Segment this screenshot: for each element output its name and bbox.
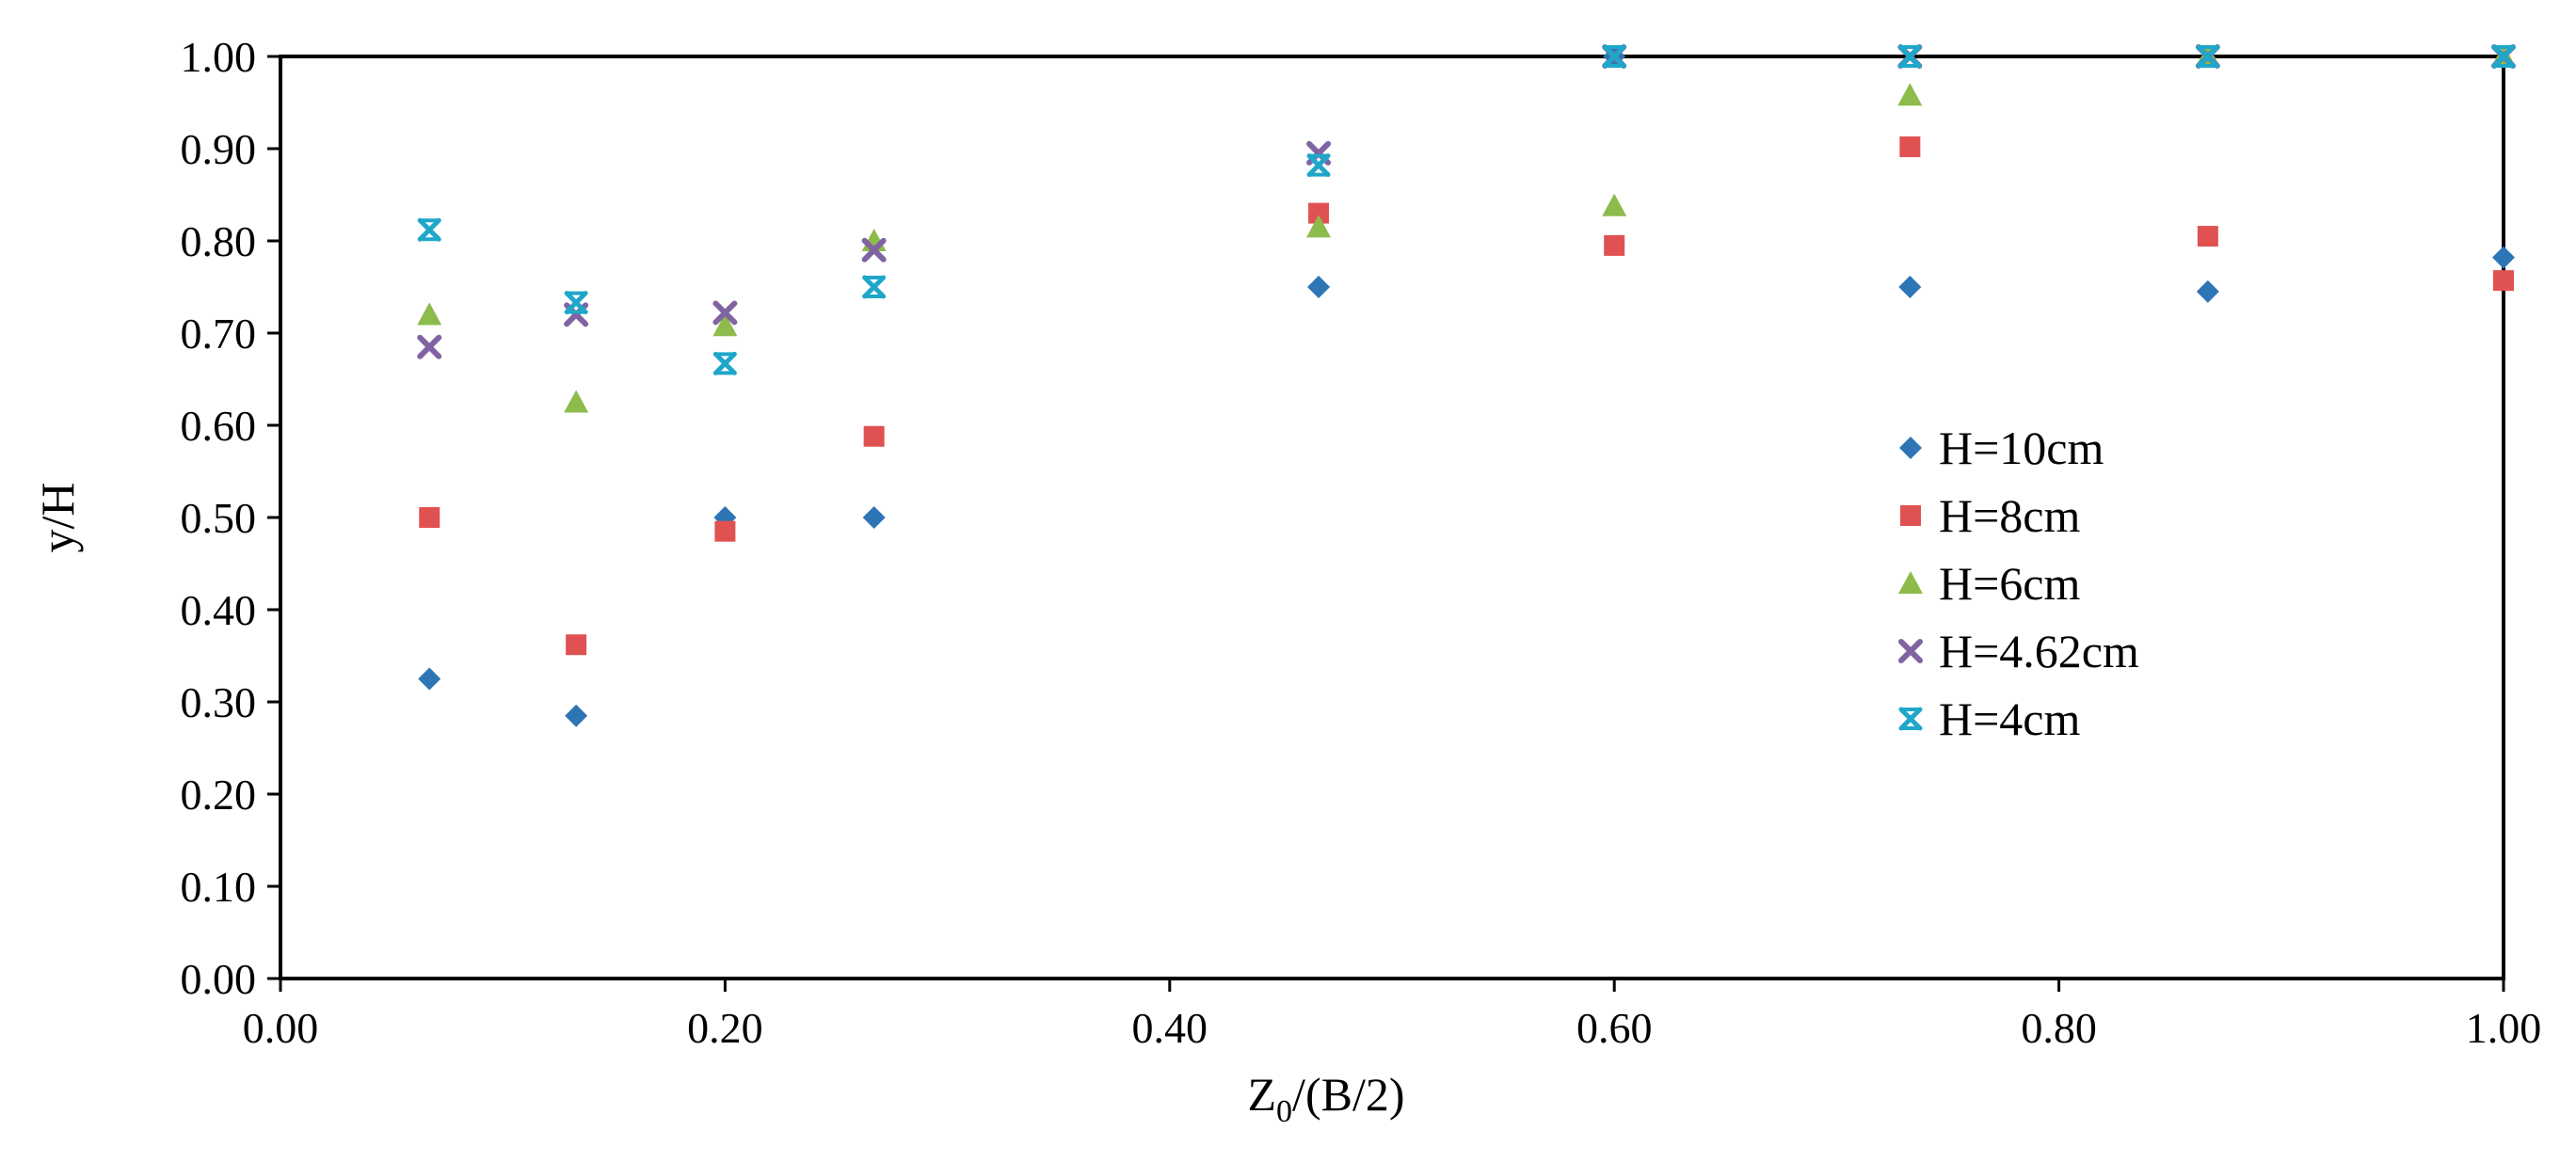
- legend-item: H=8cm: [1900, 489, 2080, 542]
- data-point: [862, 506, 886, 529]
- data-point: [565, 704, 588, 727]
- legend-marker: [1900, 505, 1921, 526]
- legend-item: H=10cm: [1899, 422, 2104, 474]
- data-point: [714, 520, 736, 542]
- data-point: [2197, 226, 2218, 247]
- data-point: [417, 302, 442, 326]
- y-axis-ticks: 0.00 0.10 0.20 0.30 0.40 0.50 0.60 0.70 0.80 0.90…: [181, 33, 280, 1003]
- data-point: [1899, 136, 1921, 158]
- y-tick-label: 0.30: [181, 678, 257, 726]
- legend-marker: [1899, 437, 1922, 459]
- y-tick-label: 0.80: [181, 217, 257, 265]
- data-point: [1308, 202, 1330, 224]
- legend-label: H=10cm: [1939, 422, 2104, 474]
- y-tick-label: 0.70: [181, 310, 257, 358]
- legend-marker: [1898, 639, 1923, 663]
- data-point: [417, 334, 442, 359]
- data-points: [417, 44, 2516, 727]
- x-axis-title: Z0/(B/2): [1248, 1068, 1405, 1129]
- legend-item: H=4.62cm: [1898, 625, 2139, 677]
- series-4: [417, 44, 2516, 359]
- x-tick-label: 0.40: [1132, 1004, 1208, 1052]
- y-tick-label: 0.20: [181, 771, 257, 819]
- legend-marker: [1898, 707, 1923, 731]
- x-axis-title-rest: /(B/2): [1292, 1068, 1404, 1121]
- y-tick-label: 0.50: [181, 494, 257, 542]
- y-tick-label: 0.00: [181, 955, 257, 1003]
- plot-area-frame: [279, 55, 2505, 980]
- data-point: [712, 313, 738, 337]
- data-point: [1307, 276, 1331, 298]
- data-point: [861, 237, 887, 263]
- legend: H=10cm H=8cm H=6cm H=4.62cm H=4cm: [1898, 422, 2139, 745]
- data-point: [2196, 44, 2220, 69]
- data-point: [863, 425, 885, 447]
- data-point: [564, 291, 588, 315]
- series-2: [419, 136, 2514, 656]
- x-axis-ticks: 0.00 0.20 0.40 0.60 0.80 1.00: [243, 979, 2542, 1052]
- legend-item: H=4cm: [1898, 692, 2080, 745]
- data-point: [2196, 279, 2219, 303]
- y-axis-title: y/H: [31, 483, 84, 553]
- y-tick-label: 0.60: [181, 402, 257, 450]
- y-tick-label: 0.40: [181, 586, 257, 634]
- x-tick-label: 0.20: [687, 1004, 763, 1052]
- data-point: [1898, 276, 1922, 298]
- data-point: [419, 507, 440, 528]
- x-tick-label: 0.60: [1576, 1004, 1653, 1052]
- data-point: [1602, 193, 1627, 216]
- data-point: [564, 390, 589, 413]
- data-point: [1897, 44, 1922, 69]
- x-axis-title-main: Z: [1248, 1068, 1277, 1121]
- x-tick-label: 0.00: [243, 1004, 319, 1052]
- data-point: [418, 667, 441, 691]
- data-point: [2492, 246, 2515, 269]
- data-point: [2493, 270, 2514, 292]
- data-point: [1897, 83, 1923, 106]
- data-point: [1602, 44, 1626, 69]
- data-point: [566, 634, 587, 656]
- data-point: [1306, 153, 1331, 178]
- data-point: [417, 217, 441, 242]
- x-tick-label: 1.00: [2466, 1004, 2542, 1052]
- legend-label: H=4.62cm: [1939, 625, 2139, 677]
- legend-item: H=6cm: [1898, 557, 2080, 610]
- legend-label: H=4cm: [1939, 692, 2080, 745]
- y-tick-label: 0.10: [181, 863, 257, 911]
- series-5: [417, 44, 2516, 375]
- data-point: [2491, 44, 2516, 69]
- legend-label: H=8cm: [1939, 489, 2080, 542]
- data-point: [862, 275, 887, 299]
- data-point: [712, 300, 738, 326]
- series-1: [418, 45, 2515, 727]
- x-tick-label: 0.80: [2021, 1004, 2097, 1052]
- legend-label: H=6cm: [1939, 557, 2080, 610]
- legend-marker: [1898, 571, 1923, 595]
- y-tick-label: 0.90: [181, 125, 257, 173]
- data-point: [712, 351, 737, 375]
- x-axis-title-subscript: 0: [1276, 1094, 1292, 1129]
- y-tick-label: 1.00: [181, 33, 257, 81]
- data-point: [1306, 215, 1332, 238]
- data-point: [1604, 234, 1625, 256]
